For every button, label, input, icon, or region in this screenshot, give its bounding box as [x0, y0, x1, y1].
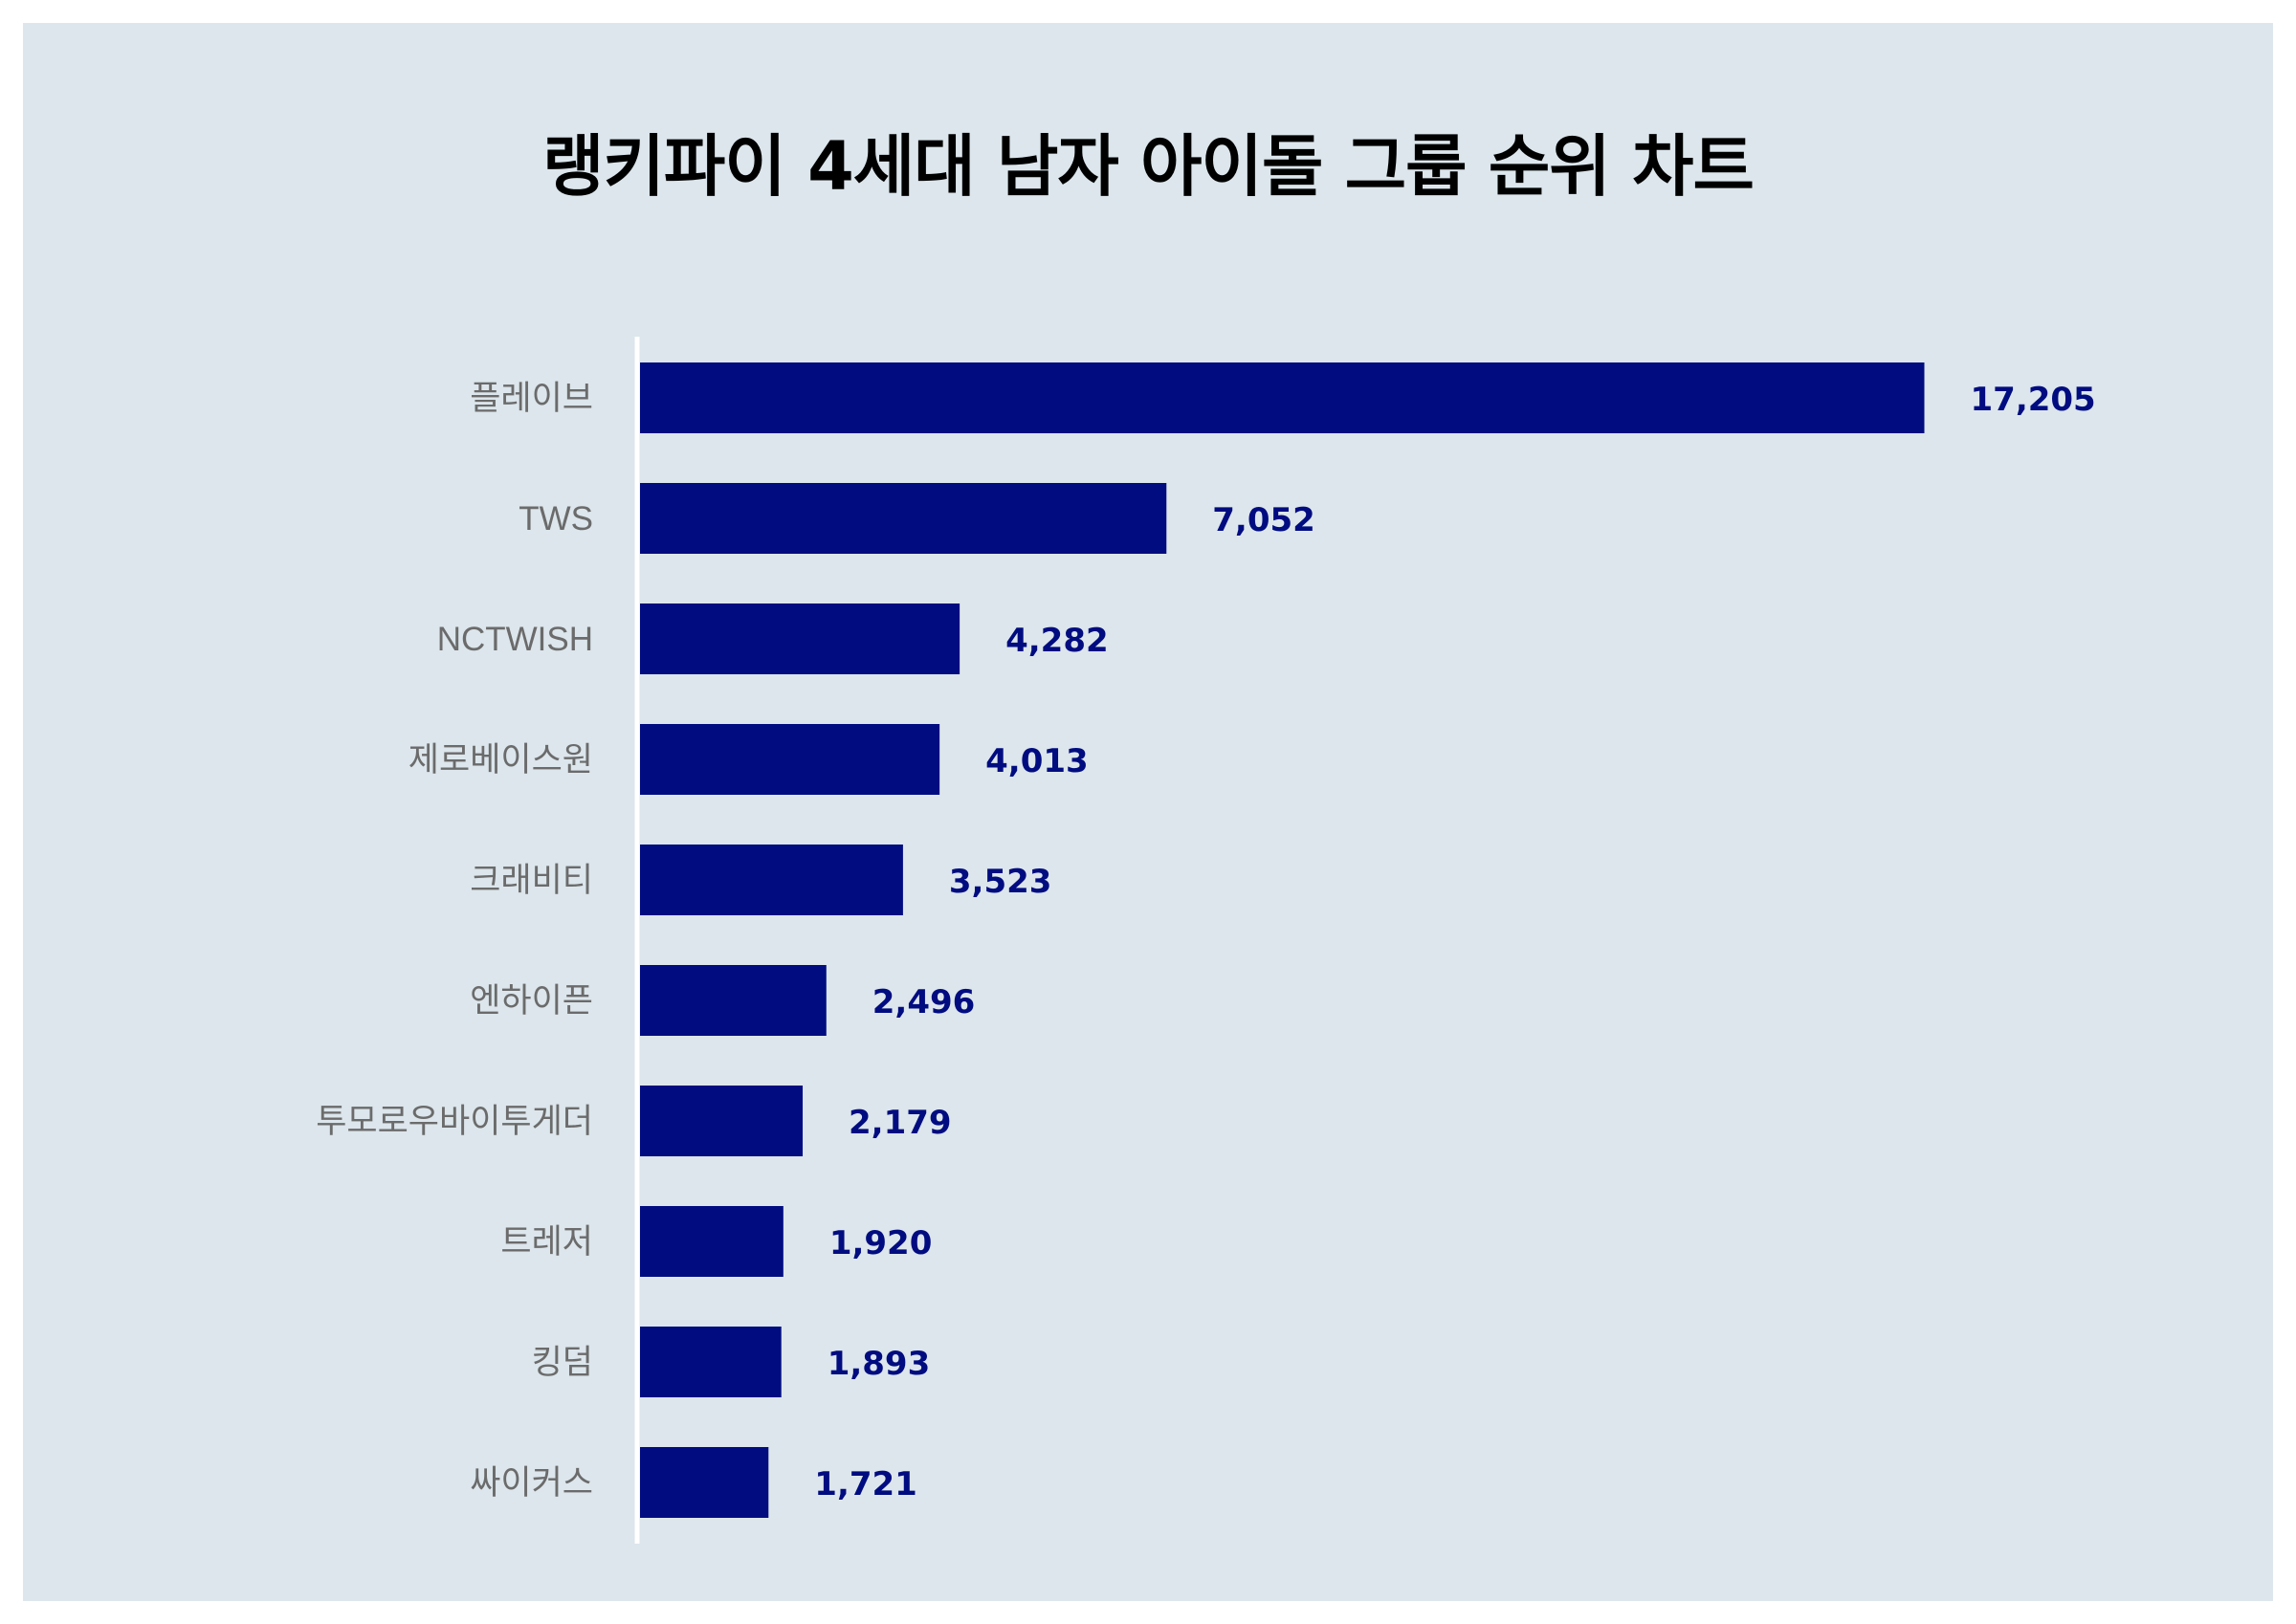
bar-9: [640, 1447, 769, 1518]
value-label: 3,523: [949, 863, 1052, 901]
bar-2: [640, 604, 960, 674]
category-label: NCTWISH: [437, 621, 593, 658]
value-label: 4,282: [1005, 622, 1109, 660]
bar-0: [640, 362, 1925, 433]
category-label: 트레저: [500, 1223, 593, 1261]
value-label: 1,920: [829, 1224, 933, 1262]
category-label: 플레이브: [470, 380, 593, 417]
value-label: 2,496: [872, 983, 976, 1021]
category-label: TWS: [519, 500, 593, 538]
value-label: 4,013: [985, 742, 1089, 780]
category-label: 싸이커스: [470, 1464, 593, 1502]
category-label: 크래비티: [470, 862, 593, 899]
value-label: 2,179: [849, 1104, 952, 1142]
bar-5: [640, 965, 827, 1036]
bar-3: [640, 724, 940, 795]
category-label: 투모로우바이투게더: [316, 1103, 593, 1140]
bars-layer: 플레이브 17,205 TWS 7,052 NCTWISH 4,282 제로베이스원 4,01…: [316, 362, 2096, 1518]
value-label: 1,721: [814, 1465, 917, 1503]
bar-7: [640, 1206, 784, 1277]
chart-panel: [23, 23, 2273, 1601]
bar-6: [640, 1086, 804, 1156]
value-label: 1,893: [828, 1345, 931, 1383]
category-label: 제로베이스원: [408, 741, 593, 779]
bar-1: [640, 483, 1167, 554]
category-label: 킹덤: [532, 1344, 593, 1381]
category-label: 엔하이픈: [470, 982, 593, 1020]
bar-8: [640, 1327, 782, 1397]
value-label: 17,205: [1971, 381, 2096, 419]
value-label: 7,052: [1212, 501, 1315, 539]
chart-title: 랭키파이 4세대 남자 아이돌 그룹 순위 차트: [542, 127, 1755, 206]
bar-4: [640, 845, 903, 915]
